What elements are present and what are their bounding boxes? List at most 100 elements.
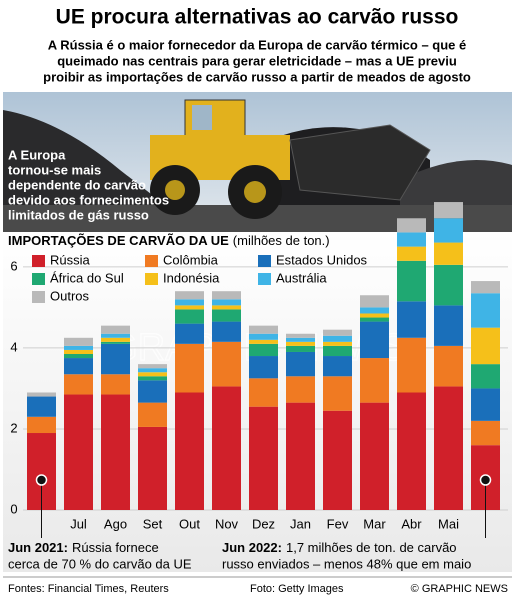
- legend-swatch: [145, 273, 158, 285]
- photo-caption: tornou-se mais: [8, 162, 101, 177]
- bar-segment: [27, 416, 56, 434]
- annotation: Jun 2021: Rússia fornece: [8, 540, 159, 555]
- bar-segment: [397, 232, 426, 247]
- bar-segment: [249, 343, 278, 357]
- bar-segment: [249, 325, 278, 334]
- bar-segment: [27, 392, 56, 397]
- bar-segment: [323, 329, 352, 336]
- legend-swatch: [145, 255, 158, 267]
- bar-segment: [323, 410, 352, 510]
- bar-segment: [471, 327, 500, 365]
- bar-segment: [360, 321, 389, 359]
- bar-segment: [212, 321, 241, 342]
- x-tick-label: Abr: [401, 516, 422, 531]
- bar-segment: [360, 307, 389, 314]
- subtitle-line: A Rússia é o maior fornecedor da Europa …: [48, 37, 467, 52]
- legend-swatch: [32, 273, 45, 285]
- bar-segment: [138, 402, 167, 427]
- x-tick-label: Mai: [438, 516, 459, 531]
- bar-segment: [212, 386, 241, 510]
- legend-label: Colômbia: [163, 252, 219, 267]
- bar-segment: [397, 260, 426, 302]
- photo-caption: limitados de gás russo: [8, 207, 149, 222]
- bar-segment: [138, 426, 167, 510]
- bar-segment: [286, 333, 315, 338]
- annotation-text: Rússia fornece: [72, 540, 159, 555]
- photo-caption: A Europa: [8, 147, 66, 162]
- bar-segment: [212, 291, 241, 300]
- bar-segment: [249, 356, 278, 379]
- photo-caption: dependente do carvão: [8, 177, 146, 192]
- legend-label: Estados Unidos: [276, 252, 368, 267]
- chart-title: IMPORTAÇÕES DE CARVÃO DA UE (milhões de t…: [8, 233, 330, 248]
- bar-segment: [138, 376, 167, 381]
- bar-segment: [397, 218, 426, 233]
- bar-segment: [471, 293, 500, 328]
- photo-credit: Foto: Getty Images: [250, 583, 344, 595]
- bar-segment: [323, 345, 352, 357]
- y-tick-label: 4: [10, 339, 17, 354]
- bar-segment: [434, 242, 463, 265]
- chart-title-text: IMPORTAÇÕES DE CARVÃO DA UE: [8, 233, 229, 248]
- bar-segment: [101, 341, 130, 344]
- annotation: Jun 2022: 1,7 milhões de ton. de carvão: [222, 540, 457, 555]
- bar-segment: [434, 305, 463, 346]
- bar-segment: [64, 358, 93, 375]
- bar-segment: [101, 337, 130, 342]
- bar-segment: [434, 218, 463, 243]
- y-tick-label: 6: [10, 258, 17, 273]
- bar-segment: [434, 264, 463, 306]
- x-tick-label: Out: [179, 516, 200, 531]
- bar-segment: [101, 325, 130, 334]
- x-tick-label: Nov: [215, 516, 239, 531]
- subtitle-line: proibir as importações de carvão russo a…: [43, 69, 471, 84]
- photo: [3, 92, 512, 232]
- x-tick-label: Set: [143, 516, 163, 531]
- credit: © GRAPHIC NEWS: [411, 583, 508, 595]
- bar-segment: [286, 402, 315, 510]
- bar-segment: [64, 374, 93, 395]
- legend-swatch: [258, 273, 271, 285]
- y-axis-label: (milhões de ton.): [233, 233, 330, 248]
- bar-segment: [397, 337, 426, 393]
- title: UE procura alternativas ao carvão russo: [56, 6, 459, 29]
- bar-segment: [360, 317, 389, 322]
- bar-segment: [323, 356, 352, 377]
- bar-segment: [27, 396, 56, 417]
- bar-segment: [286, 337, 315, 342]
- bar-segment: [175, 299, 204, 306]
- legend-label: África do Sul: [50, 270, 124, 285]
- x-tick-label: Ago: [104, 516, 127, 531]
- legend-label: Indonésia: [163, 270, 220, 285]
- subtitle-line: queimado nas centrais para gerar eletric…: [57, 53, 457, 68]
- bar-segment: [323, 335, 352, 342]
- bar-segment: [360, 295, 389, 308]
- bar-segment: [101, 343, 130, 375]
- x-tick-label: Dez: [252, 516, 275, 531]
- bar-segment: [64, 345, 93, 350]
- bar-segment: [249, 378, 278, 407]
- bar-segment: [471, 388, 500, 421]
- bar-segment: [360, 313, 389, 318]
- photo-caption: devido aos fornecimentos: [8, 192, 169, 207]
- annotation-dot: [35, 474, 48, 486]
- bar-segment: [360, 402, 389, 510]
- legend-swatch: [32, 291, 45, 303]
- legend-label: Austrália: [276, 270, 327, 285]
- bar-segment: [138, 372, 167, 377]
- annotation-dot: [479, 474, 492, 486]
- bar-segment: [323, 341, 352, 346]
- bar-segment: [175, 343, 204, 393]
- bar-segment: [286, 351, 315, 377]
- y-tick-label: 0: [10, 501, 17, 516]
- bar-segment: [175, 309, 204, 324]
- bar-segment: [64, 394, 93, 510]
- bar-segment: [64, 354, 93, 359]
- bar-segment: [397, 246, 426, 261]
- legend-label: Outros: [50, 288, 90, 303]
- bar-segment: [175, 291, 204, 300]
- bar-segment: [286, 345, 315, 352]
- bar-segment: [434, 202, 463, 219]
- bar-segment: [138, 368, 167, 373]
- bar-segment: [138, 364, 167, 369]
